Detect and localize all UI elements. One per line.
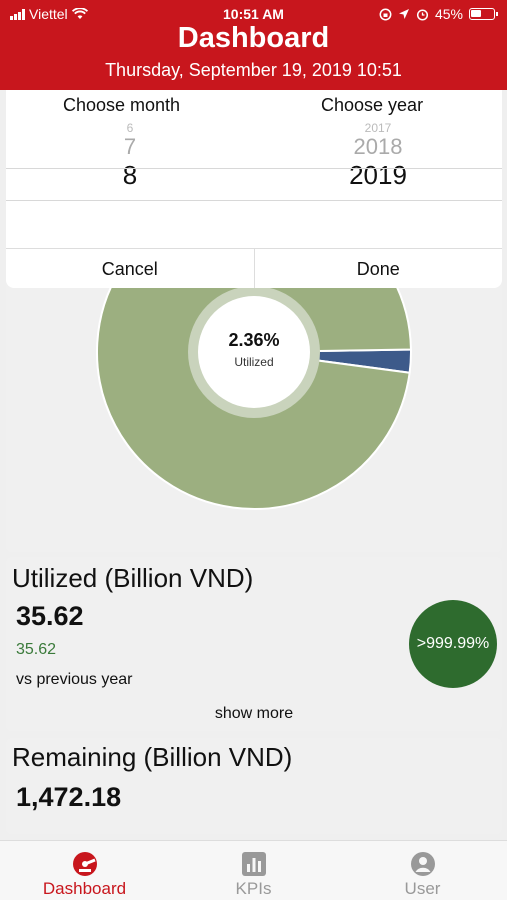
tab-user[interactable]: User bbox=[338, 841, 507, 900]
vs-previous-label: vs previous year bbox=[16, 671, 133, 688]
picker-actions: Cancel Done bbox=[6, 248, 502, 288]
dashboard-icon bbox=[72, 852, 97, 876]
utilized-title: Utilized (Billion VND) bbox=[12, 563, 254, 593]
wifi-icon bbox=[71, 8, 88, 19]
status-right: 45% bbox=[379, 6, 498, 22]
donut-hole bbox=[198, 296, 310, 408]
chart-center-label: 2.36% Utilized bbox=[194, 330, 314, 369]
selection-line-top bbox=[6, 168, 502, 169]
alarm-icon bbox=[416, 8, 429, 21]
utilized-percent: 2.36% bbox=[228, 330, 280, 350]
tab-label: KPIs bbox=[235, 879, 272, 898]
year-option[interactable]: 2018 bbox=[353, 134, 403, 159]
tab-dashboard[interactable]: Dashboard bbox=[0, 841, 169, 900]
month-option[interactable]: 7 bbox=[123, 134, 137, 159]
remaining-value: 1,472.18 bbox=[16, 782, 122, 812]
carrier-info: Viettel bbox=[10, 6, 88, 22]
page-title: Dashboard bbox=[177, 22, 330, 54]
tab-kpis[interactable]: KPIs bbox=[169, 841, 338, 900]
signal-icon bbox=[10, 8, 25, 20]
page-date: Thursday, September 19, 2019 10:51 bbox=[105, 60, 402, 80]
year-selected[interactable]: 2019 bbox=[349, 160, 407, 190]
utilized-value: 35.62 bbox=[16, 601, 84, 631]
remaining-title: Remaining (Billion VND) bbox=[12, 742, 293, 772]
month-year-picker: Choose month Choose year 6 7 8 2017 2018… bbox=[6, 90, 502, 288]
battery-percent: 45% bbox=[434, 6, 463, 22]
utilization-chart-card: 2.36% Utilized bbox=[6, 270, 502, 552]
bottom-tab-bar: Dashboard KPIs User bbox=[0, 840, 507, 900]
year-option[interactable]: 2017 bbox=[364, 121, 392, 134]
month-wheel[interactable]: 6 7 8 bbox=[6, 120, 254, 190]
growth-badge: >999.99% bbox=[409, 600, 497, 688]
remaining-card: Remaining (Billion VND) 1,472.18 bbox=[6, 738, 502, 834]
user-icon bbox=[410, 852, 435, 876]
show-more-link[interactable]: show more bbox=[214, 705, 294, 722]
month-picker-label: Choose month bbox=[63, 95, 181, 115]
battery-icon bbox=[469, 8, 498, 20]
month-selected[interactable]: 8 bbox=[122, 160, 138, 190]
rotation-lock-icon bbox=[379, 8, 392, 20]
utilized-previous-value: 35.62 bbox=[16, 641, 57, 658]
utilization-donut-chart[interactable] bbox=[6, 270, 502, 552]
utilized-caption: Utilized bbox=[234, 355, 274, 369]
selection-line-bottom bbox=[6, 200, 502, 201]
year-picker-label: Choose year bbox=[321, 95, 424, 115]
bar-chart-icon bbox=[241, 852, 266, 876]
tab-label: Dashboard bbox=[42, 879, 127, 898]
status-bar: Viettel 10:51 AM 45% bbox=[0, 6, 507, 24]
utilized-card: Utilized (Billion VND) 35.62 35.62 vs pr… bbox=[6, 557, 502, 731]
tab-label: User bbox=[404, 879, 441, 898]
location-icon bbox=[398, 9, 409, 19]
cancel-button[interactable]: Cancel bbox=[101, 259, 158, 279]
status-time: 10:51 AM bbox=[223, 6, 284, 22]
carrier-name: Viettel bbox=[29, 6, 68, 22]
app-header: Viettel 10:51 AM 45% Dashboard Thursday,… bbox=[0, 0, 507, 90]
year-wheel[interactable]: 2017 2018 2019 bbox=[254, 120, 502, 190]
done-button[interactable]: Done bbox=[253, 249, 503, 288]
month-option[interactable]: 6 bbox=[126, 121, 134, 134]
